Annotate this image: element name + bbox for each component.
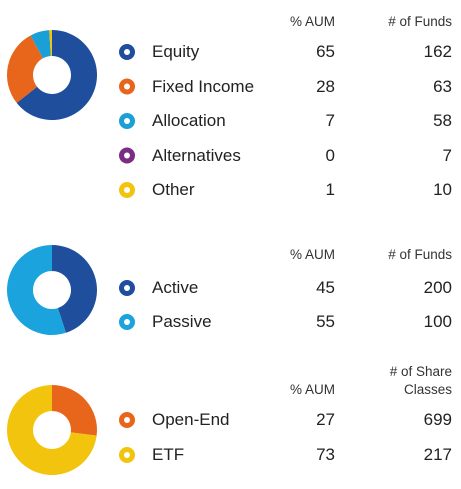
- category-label: Open-End: [152, 410, 230, 429]
- legend-marker-center: [124, 285, 130, 291]
- donut-slice: [7, 385, 97, 475]
- donut-slice: [16, 30, 97, 121]
- aum-value: 55: [316, 312, 335, 331]
- legend-marker-center: [124, 319, 130, 325]
- column-header: # of Funds: [388, 14, 452, 29]
- legend-marker-center: [124, 83, 130, 90]
- aum-value: 28: [316, 76, 335, 96]
- column-header: # of Share Classes: [389, 364, 452, 397]
- aum-value: 1: [325, 180, 335, 199]
- aum-value: 7: [325, 111, 335, 130]
- count-value: 100: [423, 312, 452, 331]
- legend-marker-center: [124, 187, 130, 193]
- aum-value: 27: [316, 410, 335, 429]
- category-label: Alternatives: [152, 145, 241, 165]
- count-value: 7: [442, 145, 452, 165]
- donut-slice: [49, 30, 52, 57]
- legend-marker-center: [124, 49, 130, 55]
- count-value: 217: [423, 445, 452, 464]
- legend-marker-center: [124, 452, 130, 458]
- column-header: % AUM: [289, 247, 335, 262]
- count-value: 10: [433, 180, 452, 199]
- column-header: % AUM: [289, 382, 335, 397]
- aum-value: 0: [325, 145, 335, 165]
- aum-value: 65: [316, 42, 335, 61]
- count-value: 699: [423, 410, 452, 429]
- category-label: Other: [152, 180, 195, 199]
- category-label: Passive: [152, 312, 212, 331]
- aum-value: 73: [316, 445, 335, 464]
- category-label: Fixed Income: [152, 76, 255, 96]
- donut-slice: [52, 385, 98, 436]
- category-label: ETF: [152, 445, 185, 464]
- count-value: 200: [423, 278, 452, 297]
- count-value: 162: [423, 42, 452, 61]
- aum-value: 45: [316, 278, 335, 297]
- donut-slice: [52, 245, 97, 333]
- legend-marker-center: [124, 417, 130, 423]
- category-label: Allocation: [152, 111, 226, 130]
- count-value: 58: [433, 111, 452, 130]
- count-value: 63: [433, 76, 452, 96]
- legend-marker-center: [124, 118, 130, 124]
- column-header: % AUM: [289, 14, 335, 29]
- donut-slice: [6, 35, 43, 103]
- category-label: Active: [152, 278, 199, 297]
- category-label: Equity: [152, 42, 200, 61]
- legend-marker-center: [124, 152, 130, 159]
- donut-slice: [30, 30, 51, 59]
- donut-slice: [6, 245, 66, 335]
- column-header: # of Funds: [388, 247, 452, 262]
